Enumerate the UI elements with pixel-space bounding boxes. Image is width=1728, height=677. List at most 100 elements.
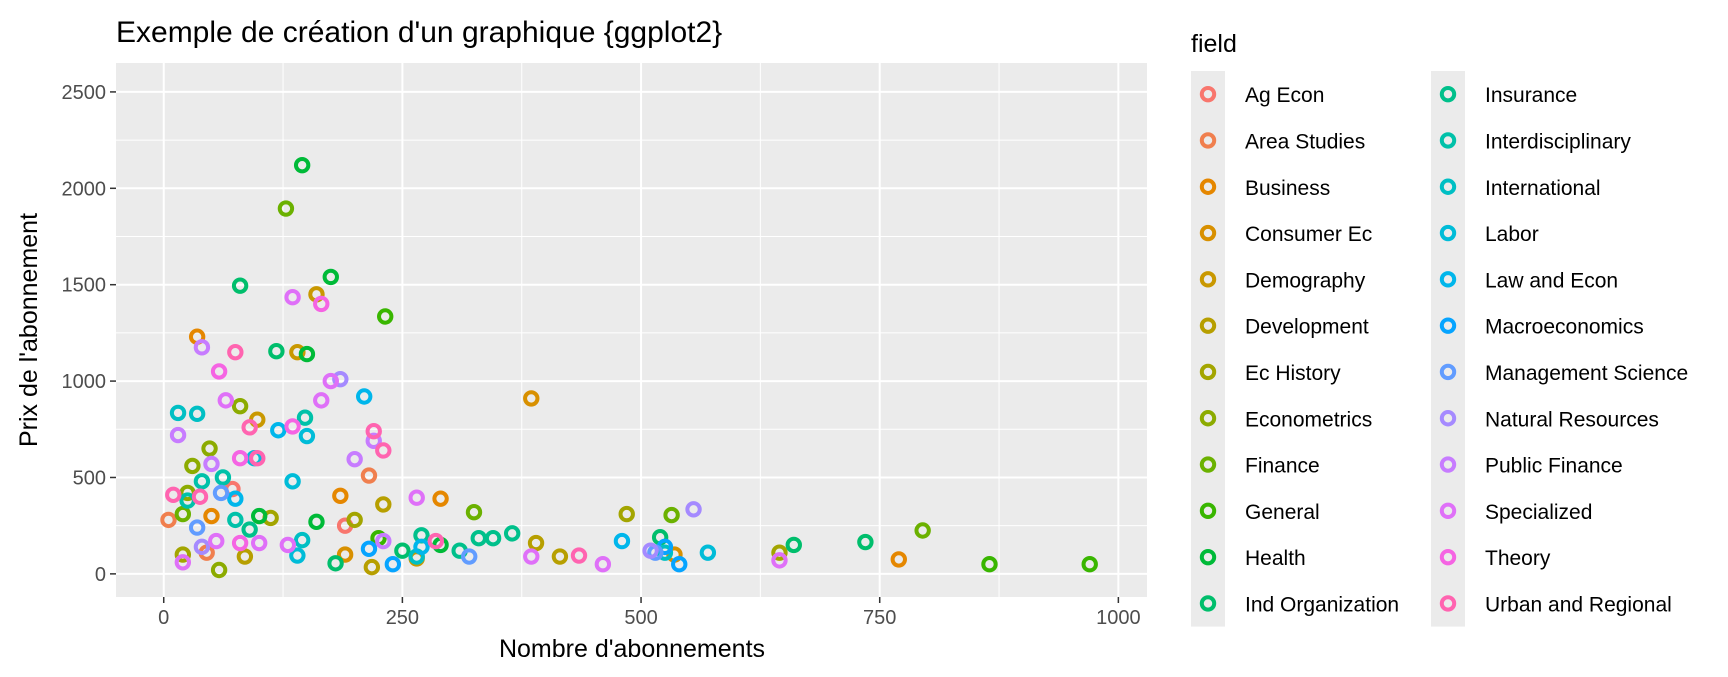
legend-label: International	[1485, 177, 1601, 200]
data-point	[231, 534, 249, 552]
legend-key	[1439, 548, 1457, 566]
legend-key	[1439, 456, 1457, 473]
x-tick-label: 0	[158, 607, 169, 629]
data-point	[293, 531, 311, 549]
y-tick-label: 0	[95, 564, 106, 586]
legend-key-background	[1191, 71, 1225, 627]
data-point	[332, 370, 349, 388]
legend-label: Health	[1245, 547, 1306, 570]
x-axis-title: Nombre d'abonnements	[499, 635, 765, 663]
legend-key	[1439, 595, 1457, 612]
legend-key	[1199, 363, 1217, 381]
legend-key	[1439, 178, 1457, 195]
data-point	[227, 343, 244, 361]
legend-items: Ag Econ Area Studies Business Consumer Ec De…	[1191, 71, 1688, 627]
data-point	[377, 308, 394, 325]
data-point	[484, 530, 502, 547]
y-tick-label: 500	[73, 467, 106, 489]
data-point	[327, 555, 344, 572]
data-point	[277, 200, 295, 217]
data-point	[771, 552, 788, 569]
data-point	[284, 418, 301, 435]
y-tick-label: 1500	[62, 275, 107, 297]
data-point	[360, 540, 378, 558]
data-point	[981, 556, 998, 573]
legend-key	[1199, 271, 1217, 288]
data-point	[461, 548, 478, 565]
data-point	[465, 503, 483, 521]
data-point	[231, 277, 249, 294]
legend-label: Consumer Ec	[1245, 223, 1372, 246]
data-point	[231, 449, 249, 467]
data-point	[193, 538, 211, 556]
data-point	[771, 544, 788, 561]
data-point	[322, 372, 339, 390]
data-points	[160, 156, 1098, 579]
legend-key	[1199, 548, 1217, 566]
data-point	[699, 544, 717, 561]
legend-label: Demography	[1245, 269, 1366, 292]
data-point	[249, 449, 266, 467]
legend-key	[1439, 317, 1457, 334]
y-axis-ticks: 0 500 1000 1500 2000 2500	[62, 82, 116, 586]
legend-label: Insurance	[1485, 84, 1577, 107]
legend-label: Theory	[1485, 547, 1551, 570]
data-point	[250, 507, 268, 525]
data-point	[432, 490, 449, 507]
legend-key	[1199, 85, 1217, 103]
legend-label: Management Science	[1485, 362, 1688, 385]
y-tick-label: 2500	[62, 82, 107, 104]
data-point	[279, 536, 297, 554]
data-point	[685, 501, 702, 518]
data-point	[293, 156, 311, 174]
data-point	[413, 538, 430, 556]
data-point	[363, 558, 381, 576]
data-point	[227, 511, 244, 529]
data-point	[210, 561, 228, 579]
chart-title: Exemple de création d'un graphique {ggpl…	[116, 16, 722, 49]
data-point	[313, 295, 330, 313]
legend-label: Ag Econ	[1245, 84, 1324, 107]
legend-key	[1199, 410, 1217, 427]
data-point	[785, 536, 802, 554]
data-point	[174, 554, 192, 571]
legend-label: Urban and Regional	[1485, 593, 1672, 616]
x-tick-label: 250	[386, 607, 419, 629]
legend-label: Specialized	[1485, 501, 1592, 524]
legend-key	[1439, 363, 1457, 381]
legend-label: Development	[1245, 316, 1369, 339]
data-point	[165, 486, 182, 504]
x-tick-label: 750	[863, 607, 896, 629]
data-point	[523, 390, 540, 407]
data-point	[890, 551, 907, 568]
legend-label: Finance	[1245, 455, 1320, 478]
y-tick-label: 2000	[62, 178, 107, 200]
legend-key	[1199, 132, 1217, 149]
data-point	[394, 542, 411, 559]
legend-key	[1199, 456, 1217, 473]
data-point	[284, 289, 301, 306]
legend-label: Macroeconomics	[1485, 316, 1644, 339]
legend-label: Ind Organization	[1245, 593, 1399, 616]
gridlines	[116, 63, 1147, 597]
data-point	[384, 556, 402, 573]
data-point	[208, 532, 225, 550]
data-point	[656, 544, 674, 561]
legend-key-background	[1431, 71, 1465, 627]
data-point	[346, 450, 363, 468]
data-point	[201, 440, 218, 457]
data-point	[594, 556, 612, 573]
legend-title: field	[1191, 30, 1237, 58]
data-point	[356, 388, 373, 405]
data-point	[857, 533, 874, 551]
data-point	[336, 546, 354, 563]
data-point	[332, 487, 349, 504]
x-tick-label: 1000	[1096, 607, 1141, 629]
data-point	[523, 548, 540, 565]
data-point	[169, 404, 187, 422]
data-point	[231, 397, 249, 415]
legend-label: Law and Econ	[1485, 269, 1618, 292]
data-point	[193, 473, 211, 490]
